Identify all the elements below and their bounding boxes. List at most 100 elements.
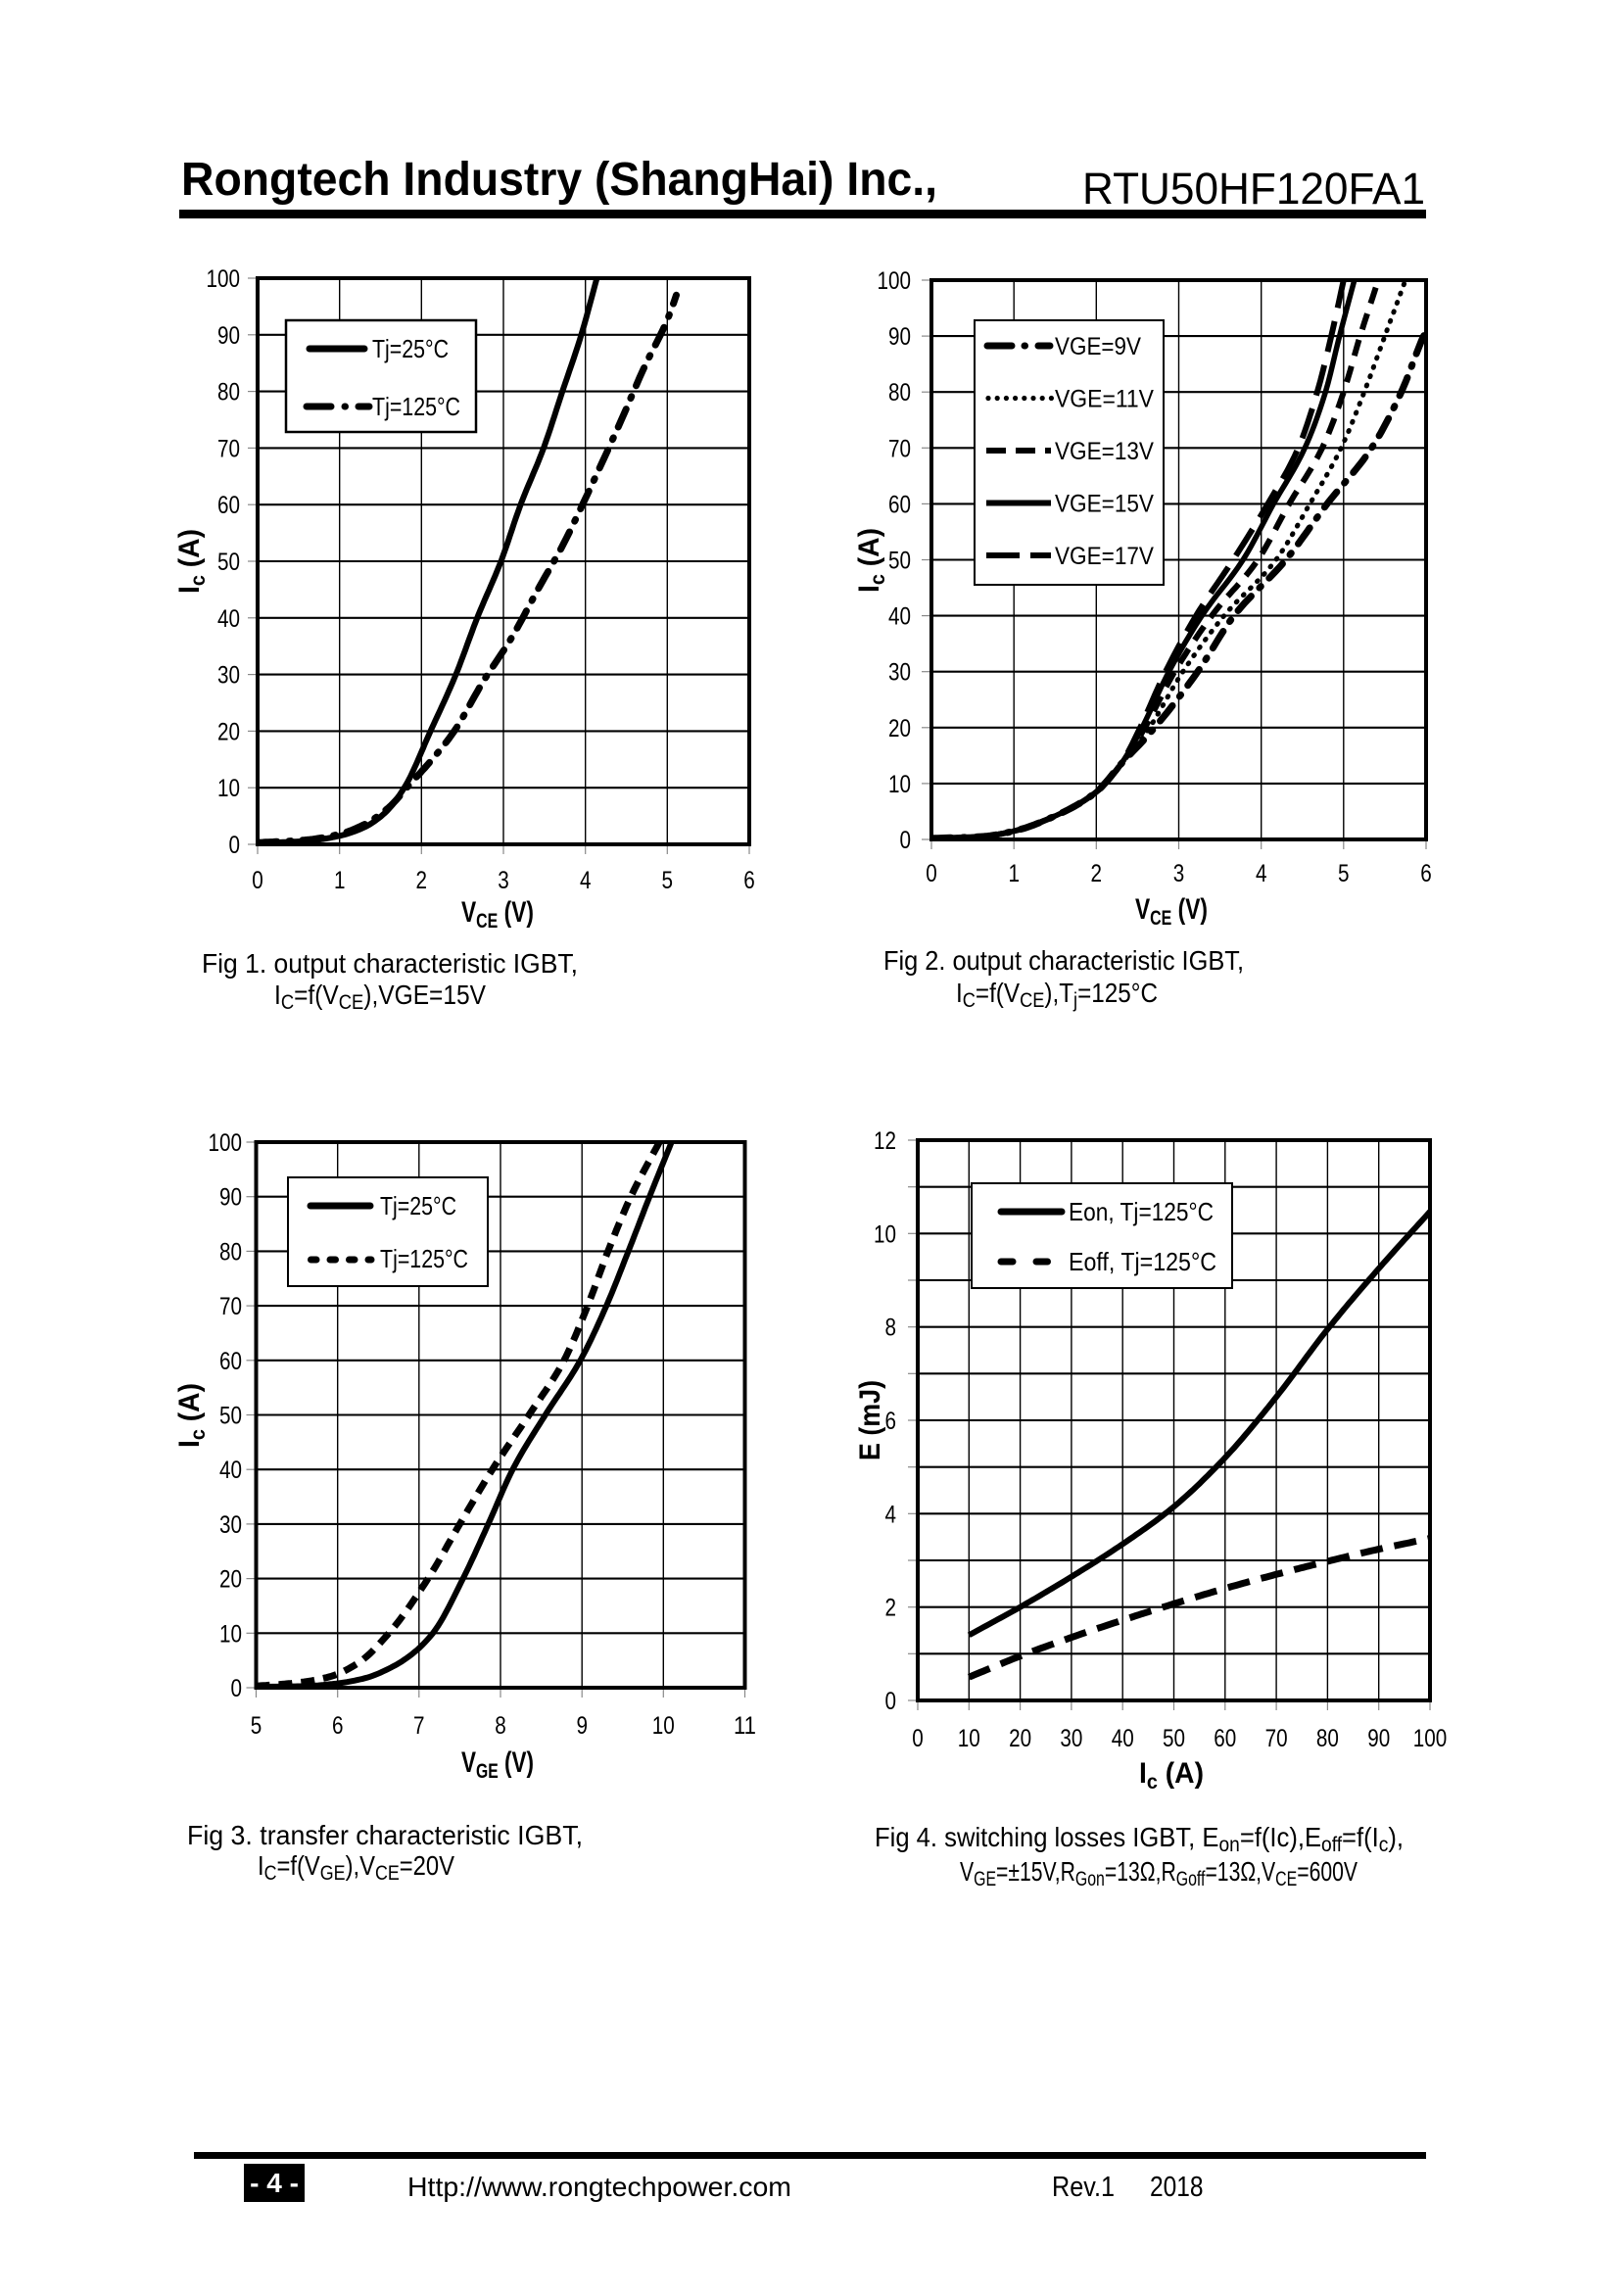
svg-text:8: 8 [495, 1712, 506, 1740]
svg-text:90: 90 [1367, 1725, 1390, 1752]
svg-text:30: 30 [219, 1511, 242, 1539]
svg-text:Eoff, Tj=125°C: Eoff, Tj=125°C [1069, 1247, 1216, 1276]
svg-text:VGE=±15V,RGon=13Ω,RGoff=13Ω,VC: VGE=±15V,RGon=13Ω,RGoff=13Ω,VCE=600V [960, 1856, 1358, 1890]
svg-text:Ic (A): Ic (A) [173, 1383, 210, 1448]
svg-text:60: 60 [1214, 1725, 1236, 1752]
svg-text:30: 30 [217, 662, 240, 690]
svg-text:Ic (A): Ic (A) [1139, 1757, 1204, 1794]
svg-text:90: 90 [217, 322, 240, 350]
svg-text:20: 20 [219, 1566, 242, 1594]
svg-text:60: 60 [219, 1348, 242, 1375]
svg-text:2: 2 [885, 1595, 897, 1622]
svg-text:50: 50 [888, 548, 911, 575]
svg-text:20: 20 [217, 718, 240, 745]
svg-text:40: 40 [888, 603, 911, 631]
svg-text:80: 80 [888, 379, 911, 407]
svg-text:E (mJ): E (mJ) [854, 1380, 886, 1460]
svg-text:6: 6 [1420, 860, 1432, 887]
svg-text:IC=f(VCE),VGE=15V: IC=f(VCE),VGE=15V [274, 980, 486, 1014]
svg-text:40: 40 [217, 605, 240, 633]
svg-text:1: 1 [1008, 860, 1020, 887]
svg-text:90: 90 [888, 323, 911, 351]
svg-text:2: 2 [416, 867, 428, 894]
svg-text:0: 0 [229, 832, 241, 859]
svg-text:Rongtech Industry (ShangHai) I: Rongtech Industry (ShangHai) Inc., [181, 154, 937, 206]
svg-text:Tj=25°C: Tj=25°C [372, 334, 449, 363]
svg-text:4: 4 [885, 1501, 897, 1528]
svg-text:Fig 2. output characteristic I: Fig 2. output characteristic IGBT, [883, 945, 1244, 976]
svg-text:9: 9 [576, 1712, 588, 1740]
svg-text:Fig 4. switching losses IGBT,: Fig 4. switching losses IGBT, Eon=f(Ic),… [875, 1822, 1404, 1856]
svg-text:6: 6 [885, 1408, 897, 1435]
svg-text:5: 5 [662, 867, 674, 894]
svg-text:6: 6 [332, 1712, 344, 1740]
svg-text:2: 2 [1091, 860, 1103, 887]
svg-text:7: 7 [413, 1712, 425, 1740]
svg-text:80: 80 [1316, 1725, 1339, 1752]
svg-text:0: 0 [912, 1725, 924, 1752]
svg-text:40: 40 [219, 1457, 242, 1484]
svg-text:Tj=25°C: Tj=25°C [380, 1191, 456, 1220]
svg-text:12: 12 [874, 1127, 896, 1155]
svg-text:50: 50 [217, 549, 240, 576]
svg-text:8: 8 [885, 1315, 897, 1342]
svg-text:VGE=17V: VGE=17V [1055, 543, 1154, 570]
svg-text:60: 60 [217, 492, 240, 519]
svg-text:Fig 3. transfer characteristic: Fig 3. transfer characteristic IGBT, [187, 1820, 583, 1850]
svg-text:100: 100 [878, 267, 912, 295]
svg-text:Fig 1. output characteristic I: Fig 1. output characteristic IGBT, [202, 948, 578, 979]
svg-text:3: 3 [1173, 860, 1185, 887]
svg-text:40: 40 [1112, 1725, 1134, 1752]
svg-text:RTU50HF120FA1: RTU50HF120FA1 [1082, 164, 1425, 214]
svg-text:100: 100 [207, 265, 241, 293]
svg-text:VGE=13V: VGE=13V [1055, 438, 1154, 465]
svg-text:Ic (A): Ic (A) [173, 529, 210, 594]
svg-text:Tj=125°C: Tj=125°C [372, 392, 460, 421]
svg-text:VGE=15V: VGE=15V [1055, 491, 1154, 518]
svg-text:Http://www.rongtechpower.com: Http://www.rongtechpower.com [407, 2172, 791, 2202]
svg-text:VCE (V): VCE (V) [461, 896, 534, 933]
svg-text:50: 50 [219, 1403, 242, 1430]
svg-text:60: 60 [888, 491, 911, 518]
svg-text:10: 10 [874, 1220, 896, 1248]
svg-text:10: 10 [958, 1725, 980, 1752]
svg-text:70: 70 [219, 1293, 242, 1320]
svg-text:0: 0 [926, 860, 937, 887]
svg-text:20: 20 [1009, 1725, 1031, 1752]
svg-text:4: 4 [580, 867, 592, 894]
svg-text:Rev.1: Rev.1 [1052, 2172, 1115, 2203]
svg-text:VGE (V): VGE (V) [461, 1746, 534, 1783]
svg-text:1: 1 [334, 867, 346, 894]
svg-text:10: 10 [652, 1712, 675, 1740]
svg-text:5: 5 [251, 1712, 262, 1740]
svg-text:30: 30 [888, 659, 911, 687]
svg-text:90: 90 [219, 1184, 242, 1212]
svg-text:100: 100 [1413, 1725, 1448, 1752]
svg-text:11: 11 [734, 1712, 756, 1740]
svg-text:Tj=125°C: Tj=125°C [380, 1244, 468, 1273]
svg-text:- 4 -: - 4 - [250, 2168, 299, 2198]
svg-text:0: 0 [252, 867, 263, 894]
svg-text:10: 10 [219, 1620, 242, 1648]
svg-text:80: 80 [219, 1238, 242, 1266]
svg-text:IC=f(VGE),VCE=20V: IC=f(VGE),VCE=20V [258, 1850, 454, 1885]
svg-text:0: 0 [231, 1675, 243, 1702]
svg-text:10: 10 [888, 771, 911, 798]
svg-text:VCE (V): VCE (V) [1135, 893, 1208, 930]
svg-text:10: 10 [217, 775, 240, 802]
svg-text:Eon, Tj=125°C: Eon, Tj=125°C [1069, 1197, 1214, 1226]
svg-text:100: 100 [209, 1129, 243, 1157]
svg-text:5: 5 [1338, 860, 1350, 887]
svg-text:70: 70 [888, 435, 911, 462]
svg-text:0: 0 [885, 1688, 897, 1715]
svg-text:6: 6 [743, 867, 755, 894]
svg-text:VGE=11V: VGE=11V [1055, 386, 1154, 413]
svg-text:VGE=9V: VGE=9V [1055, 333, 1141, 360]
svg-text:70: 70 [1265, 1725, 1288, 1752]
svg-text:70: 70 [217, 435, 240, 462]
svg-text:20: 20 [888, 715, 911, 742]
svg-text:IC=f(VCE),Tj=125°C: IC=f(VCE),Tj=125°C [956, 978, 1158, 1012]
svg-text:4: 4 [1256, 860, 1267, 887]
svg-text:3: 3 [498, 867, 509, 894]
svg-text:80: 80 [217, 379, 240, 407]
